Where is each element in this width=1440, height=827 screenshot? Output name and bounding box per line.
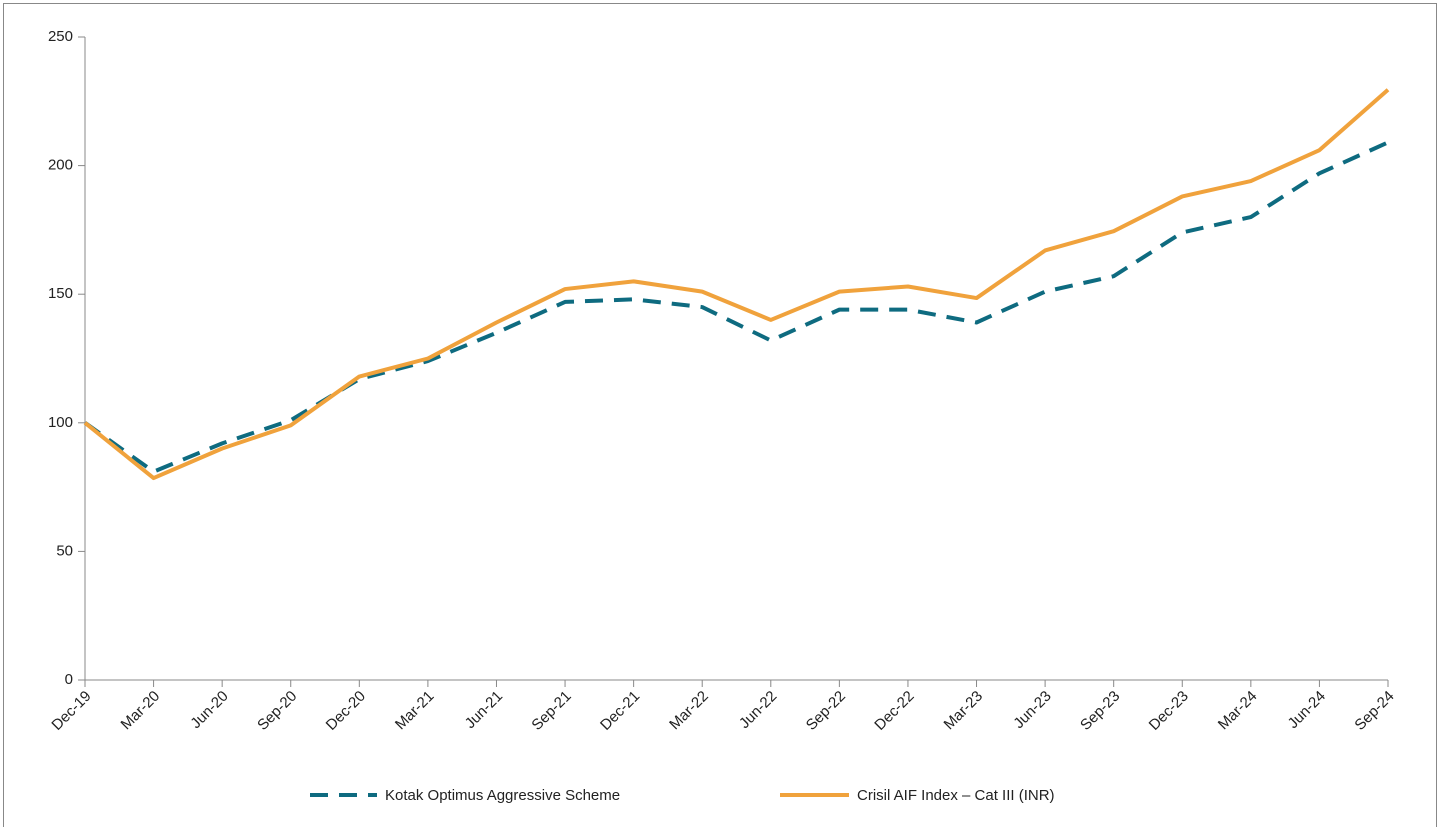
- x-tick-label: Dec-19: [48, 688, 94, 734]
- x-tick-label: Mar-24: [1215, 688, 1261, 734]
- x-tick-label: Dec-21: [597, 688, 643, 734]
- x-tick-label: Mar-22: [666, 688, 712, 734]
- x-tick-label: Jun-20: [187, 688, 231, 732]
- x-tick-label: Jun-24: [1285, 688, 1329, 732]
- x-tick-label: Sep-22: [803, 688, 849, 734]
- legend-label: Kotak Optimus Aggressive Scheme: [385, 787, 620, 804]
- data-line: [83, 88, 1390, 481]
- x-tick-label: Jun-23: [1010, 688, 1054, 732]
- x-tick-label: Mar-20: [118, 688, 164, 734]
- y-tick-label: 150: [48, 285, 73, 302]
- legend-label: Crisil AIF Index – Cat III (INR): [857, 787, 1055, 804]
- x-tick-label: Sep-23: [1077, 688, 1123, 734]
- x-tick-label: Dec-23: [1146, 688, 1192, 734]
- chart-border: [3, 3, 1437, 827]
- x-tick-label: Jun-22: [736, 688, 780, 732]
- x-tick-label: Mar-21: [392, 688, 438, 734]
- data-line: [83, 140, 1389, 474]
- x-tick-label: Sep-21: [528, 688, 574, 734]
- y-tick-label: 250: [48, 28, 73, 45]
- x-tick-label: Sep-24: [1351, 688, 1397, 734]
- y-tick-label: 0: [65, 671, 73, 688]
- x-tick-label: Sep-20: [254, 688, 300, 734]
- y-tick-label: 50: [56, 542, 73, 559]
- x-tick-label: Dec-22: [871, 688, 917, 734]
- x-tick-label: Mar-23: [941, 688, 987, 734]
- y-tick-label: 200: [48, 157, 73, 174]
- y-tick-label: 100: [48, 414, 73, 431]
- x-tick-label: Dec-20: [323, 688, 369, 734]
- x-tick-label: Jun-21: [462, 688, 506, 732]
